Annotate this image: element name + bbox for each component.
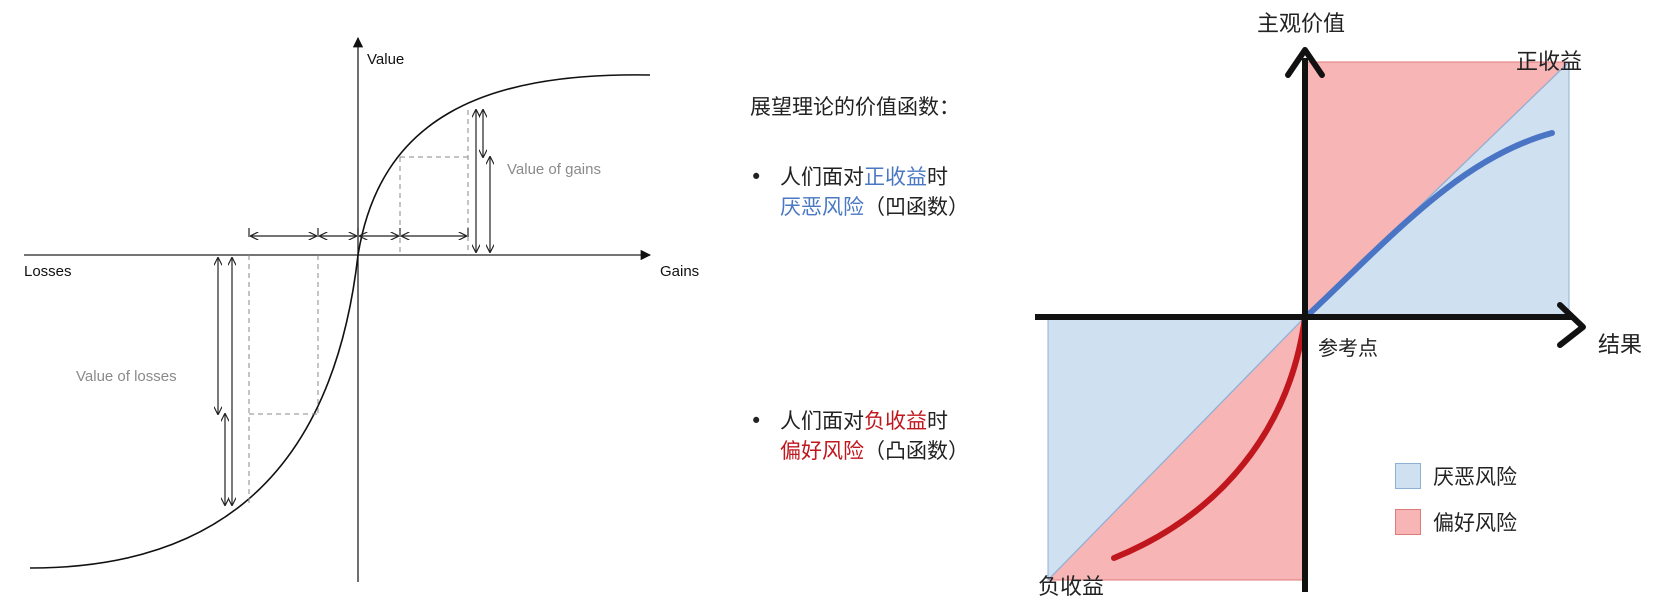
positive-gain-label: 正收益 (1516, 50, 1582, 75)
loss-line2-highlight: 偏好风险 (780, 439, 864, 463)
left-losses-arrows (218, 258, 232, 505)
legend-label-aversion: 厌恶风险 (1433, 465, 1517, 489)
legend-swatch-seeking (1395, 509, 1421, 535)
gain-explanation: • 人们面对正收益时 厌恶风险（凹函数） (750, 162, 969, 222)
left-losses-label: Losses (24, 263, 72, 280)
legend-label-seeking: 偏好风险 (1433, 511, 1517, 535)
left-value-of-losses-label: Value of losses (76, 368, 177, 385)
right-x-axis-arrowhead (1557, 302, 1586, 348)
loss-line1-highlight: 负收益 (864, 409, 927, 433)
loss-bullet: • (750, 409, 763, 433)
legend-item-aversion: 厌恶风险 (1395, 453, 1517, 499)
negative-gain-label: 负收益 (1038, 575, 1104, 600)
left-y-axis-label: Value (367, 51, 404, 68)
left-value-of-gains-label: Value of gains (507, 161, 601, 178)
right-y-axis-arrowhead (1285, 47, 1325, 78)
loss-line2-suffix: （凸函数） (864, 439, 969, 463)
gain-line1-prefix: 人们面对 (780, 165, 864, 189)
gain-line2-highlight: 厌恶风险 (780, 195, 864, 219)
risk-legend: 厌恶风险 偏好风险 (1395, 453, 1517, 545)
loss-line-2: 偏好风险（凸函数） (750, 436, 969, 466)
right-x-axis-label: 结果 (1598, 333, 1642, 358)
left-value-function-diagram: Value Losses Gains Value of gains Value … (24, 36, 699, 582)
gain-concave-curve (1304, 130, 1555, 319)
gain-line-1: • 人们面对正收益时 (750, 162, 969, 192)
gain-line1-suffix: 时 (927, 165, 948, 189)
left-horizontal-step-arrows (248, 228, 469, 237)
legend-item-seeking: 偏好风险 (1395, 499, 1517, 545)
legend-swatch-aversion (1395, 463, 1421, 489)
reference-point-label: 参考点 (1318, 336, 1378, 360)
gain-bullet: • (750, 165, 763, 189)
loss-explanation: • 人们面对负收益时 偏好风险（凸函数） (750, 406, 969, 466)
left-gains-label: Gains (660, 263, 699, 280)
loss-line1-prefix: 人们面对 (780, 409, 864, 433)
gain-line1-highlight: 正收益 (864, 165, 927, 189)
loss-convex-curve (1111, 314, 1308, 561)
loss-diagonal (1047, 316, 1306, 581)
left-gains-arrows (476, 110, 490, 252)
middle-explanation: 展望理论的价值函数： (750, 92, 960, 122)
right-y-axis-label: 主观价值 (1257, 12, 1345, 37)
right-risk-diagram: 主观价值 结果 参考点 正收益 负收益 (1035, 12, 1642, 600)
gain-line2-suffix: （凹函数） (864, 195, 969, 219)
loss-line-1: • 人们面对负收益时 (750, 406, 969, 436)
middle-title: 展望理论的价值函数： (750, 95, 960, 119)
loss-line1-suffix: 时 (927, 409, 948, 433)
left-value-curve (29, 74, 651, 569)
gain-line-2: 厌恶风险（凹函数） (750, 192, 969, 222)
